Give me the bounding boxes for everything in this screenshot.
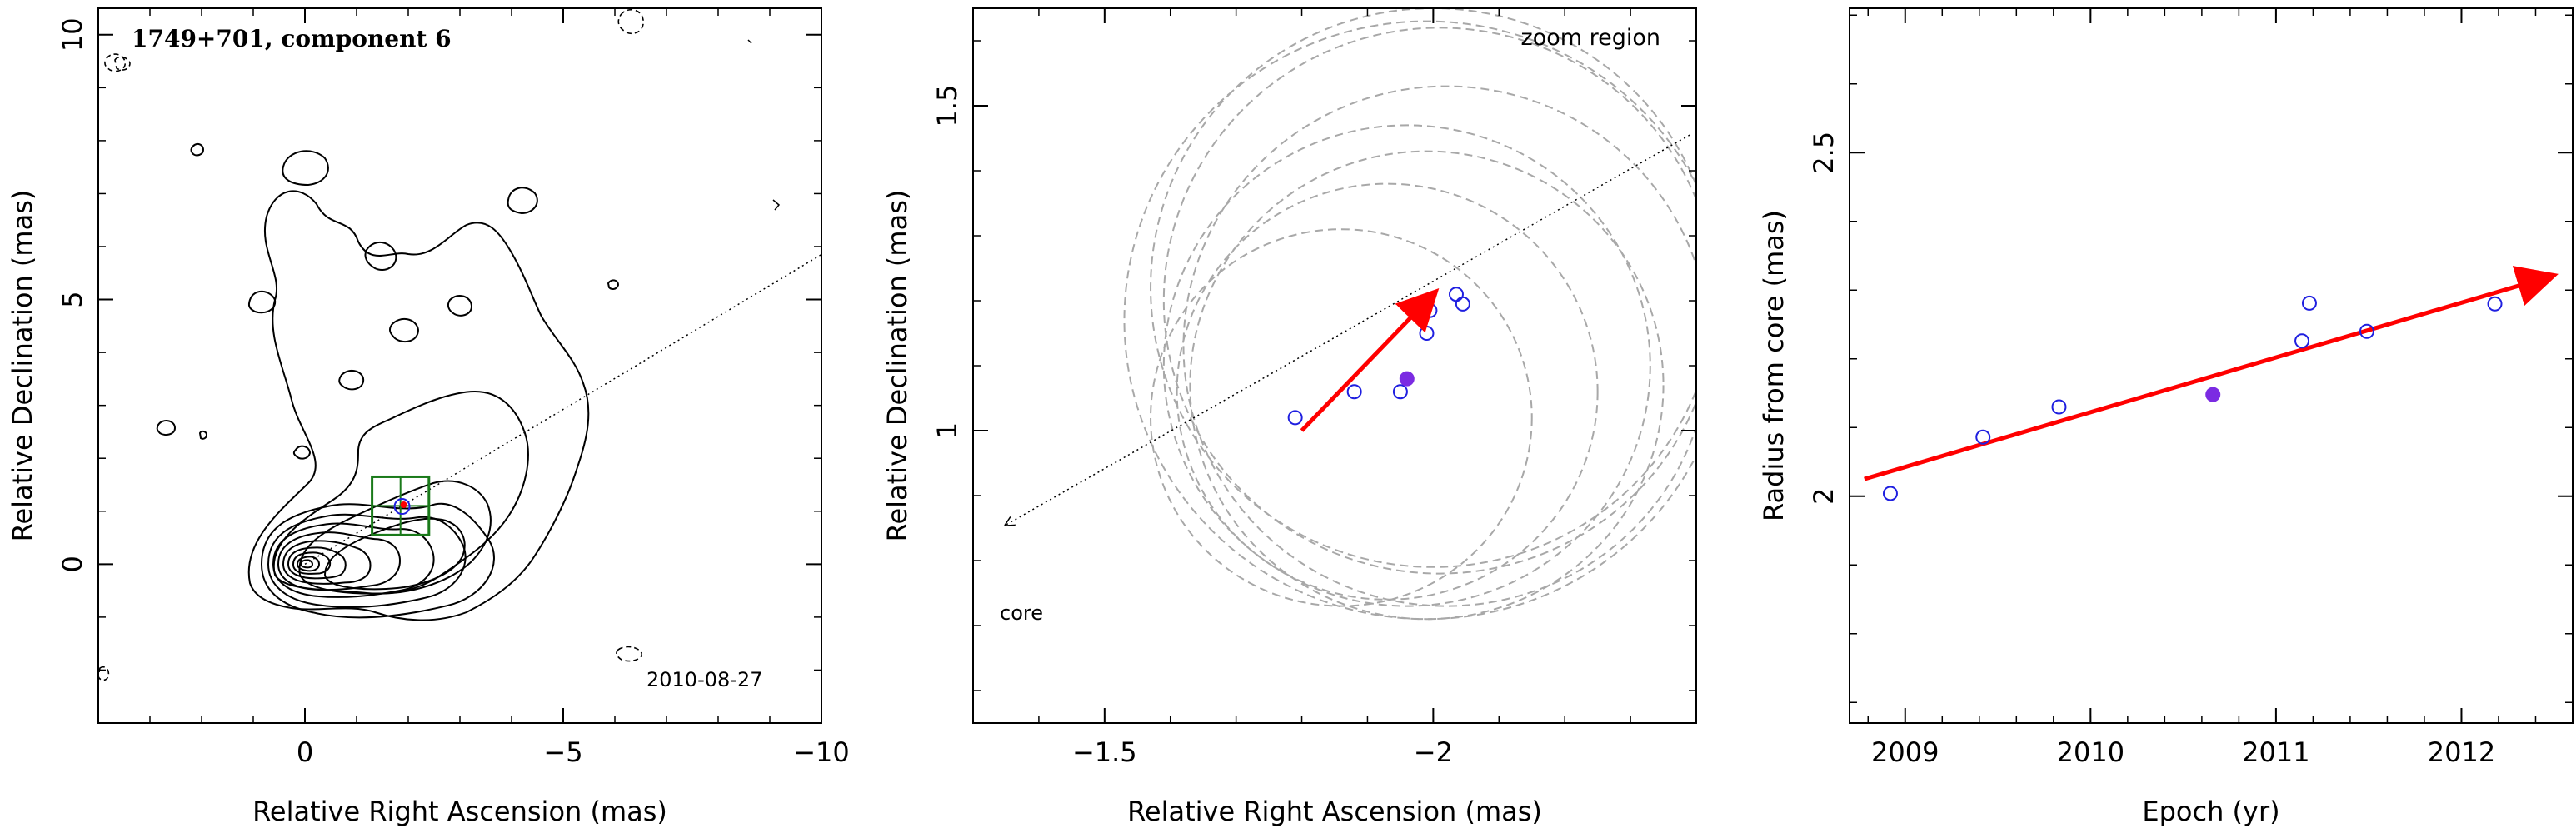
panel-zoom-region: −1.5 −2 1 1.5 zoom region core Relative Rig… [881,7,1697,827]
data-point-filled [1399,371,1415,387]
data-point [1392,384,1408,400]
contour-core-8 [296,556,321,572]
contour-core-3 [272,522,435,598]
x-tick-label: 0 [297,736,313,768]
chart-title: 1749+701, component 6 [132,25,452,52]
data-point [1882,486,1898,501]
contour-extended-6 [507,187,538,215]
y-axis-label: Relative Declination (mas) [7,190,38,542]
x-axis-label: Relative Right Ascension (mas) [252,796,667,827]
y-tick-label: 2.5 [1808,132,1840,174]
uncertainty-circle-4 [1182,85,1696,607]
contour-extended-9 [388,317,420,343]
contour-extended-4 [323,517,466,591]
uncertainty-circle-2 [1162,27,1696,575]
plot-frame [97,7,822,724]
contour-negative-5 [98,666,110,681]
x-tick-label: −10 [793,736,850,768]
data-point [1455,296,1470,312]
contour-small-feature [747,39,752,44]
trajectory-line [1006,134,1690,525]
data-point [1346,384,1362,400]
data-point [1419,326,1435,341]
fit-arrow [1864,266,2559,481]
panel-contour-map: 0 −5 −10 0 5 10 1749+701, component 6 2010-08… [7,7,850,827]
y-tick-label: 1 [931,422,963,439]
core-label: core [1000,601,1043,625]
data-point [2301,295,2317,311]
y-tick-label: 0 [57,556,88,572]
contour-core-6 [287,546,347,580]
panel-radius-vs-epoch: 2009 2010 2011 2012 2 2.5 Epoch (yr) Radius f… [1758,7,2574,827]
y-tick-label: 1.5 [931,85,963,127]
contour-extended-14 [292,445,312,460]
data-point [1975,429,1991,445]
data-point [1422,302,1438,318]
data-point [2487,296,2503,312]
contour-extended-8 [247,290,277,314]
uncertainty-circle-7 [1176,182,1599,601]
uncertainty-circle-8 [1150,228,1533,607]
contour-extended-12 [156,420,177,436]
data-point [2294,333,2310,349]
epoch-date-label: 2010-08-27 [646,668,762,691]
data-point [1287,410,1303,426]
data-point [1448,287,1464,302]
x-tick-label: 2010 [2057,736,2124,768]
component-core-dot [400,501,407,509]
plot-frame [1849,7,2574,724]
x-tick-label: −2 [1414,736,1453,768]
contour-small-feature [772,199,781,211]
uncertainty-circle-3 [1123,20,1696,621]
y-axis-label: Relative Declination (mas) [881,190,913,542]
motion-arrow [1300,287,1440,432]
contour-extended-1 [247,190,590,621]
contour-core-9 [299,559,314,569]
component-marker [393,498,411,516]
contour-negative-3 [114,56,131,71]
contour-negative-4 [616,646,642,662]
contour-core-7 [292,551,332,575]
x-tick-label: −5 [543,736,582,768]
plot-frame [972,7,1697,724]
contour-core-4 [277,531,402,591]
contour-core-2 [267,513,467,609]
y-tick-label: 5 [57,291,88,307]
uncertainty-circle-5 [1162,124,1651,607]
data-point [2051,399,2067,415]
x-axis-label: Epoch (yr) [2142,796,2279,827]
contour-negative-2 [104,53,126,72]
contour-extended-7 [364,242,397,271]
zoom-region-label: zoom region [1521,25,1660,51]
trajectory-line [304,253,821,565]
x-tick-label: 2009 [1871,736,1939,768]
contour-extended-16 [607,279,620,290]
x-tick-label: 2011 [2242,736,2309,768]
data-point [2359,323,2374,339]
y-tick-label: 10 [57,17,88,52]
contour-extended-10 [447,294,473,317]
contour-extended-11 [338,369,365,391]
contour-extended-13 [190,143,205,157]
x-axis-label: Relative Right Ascension (mas) [1127,796,1542,827]
contour-negative-1 [617,9,644,35]
y-axis-label: Radius from core (mas) [1758,210,1790,521]
contour-extended-3 [298,480,492,595]
contour-extended-5 [282,150,329,187]
uncertainty-circle-1 [1150,8,1696,568]
y-tick-label: 2 [1808,488,1840,505]
uncertainty-circle-6 [1189,150,1665,621]
contour-extended-15 [198,430,208,440]
x-tick-label: 2012 [2428,736,2495,768]
data-point-filled [2205,387,2221,402]
x-tick-label: −1.5 [1072,736,1137,768]
